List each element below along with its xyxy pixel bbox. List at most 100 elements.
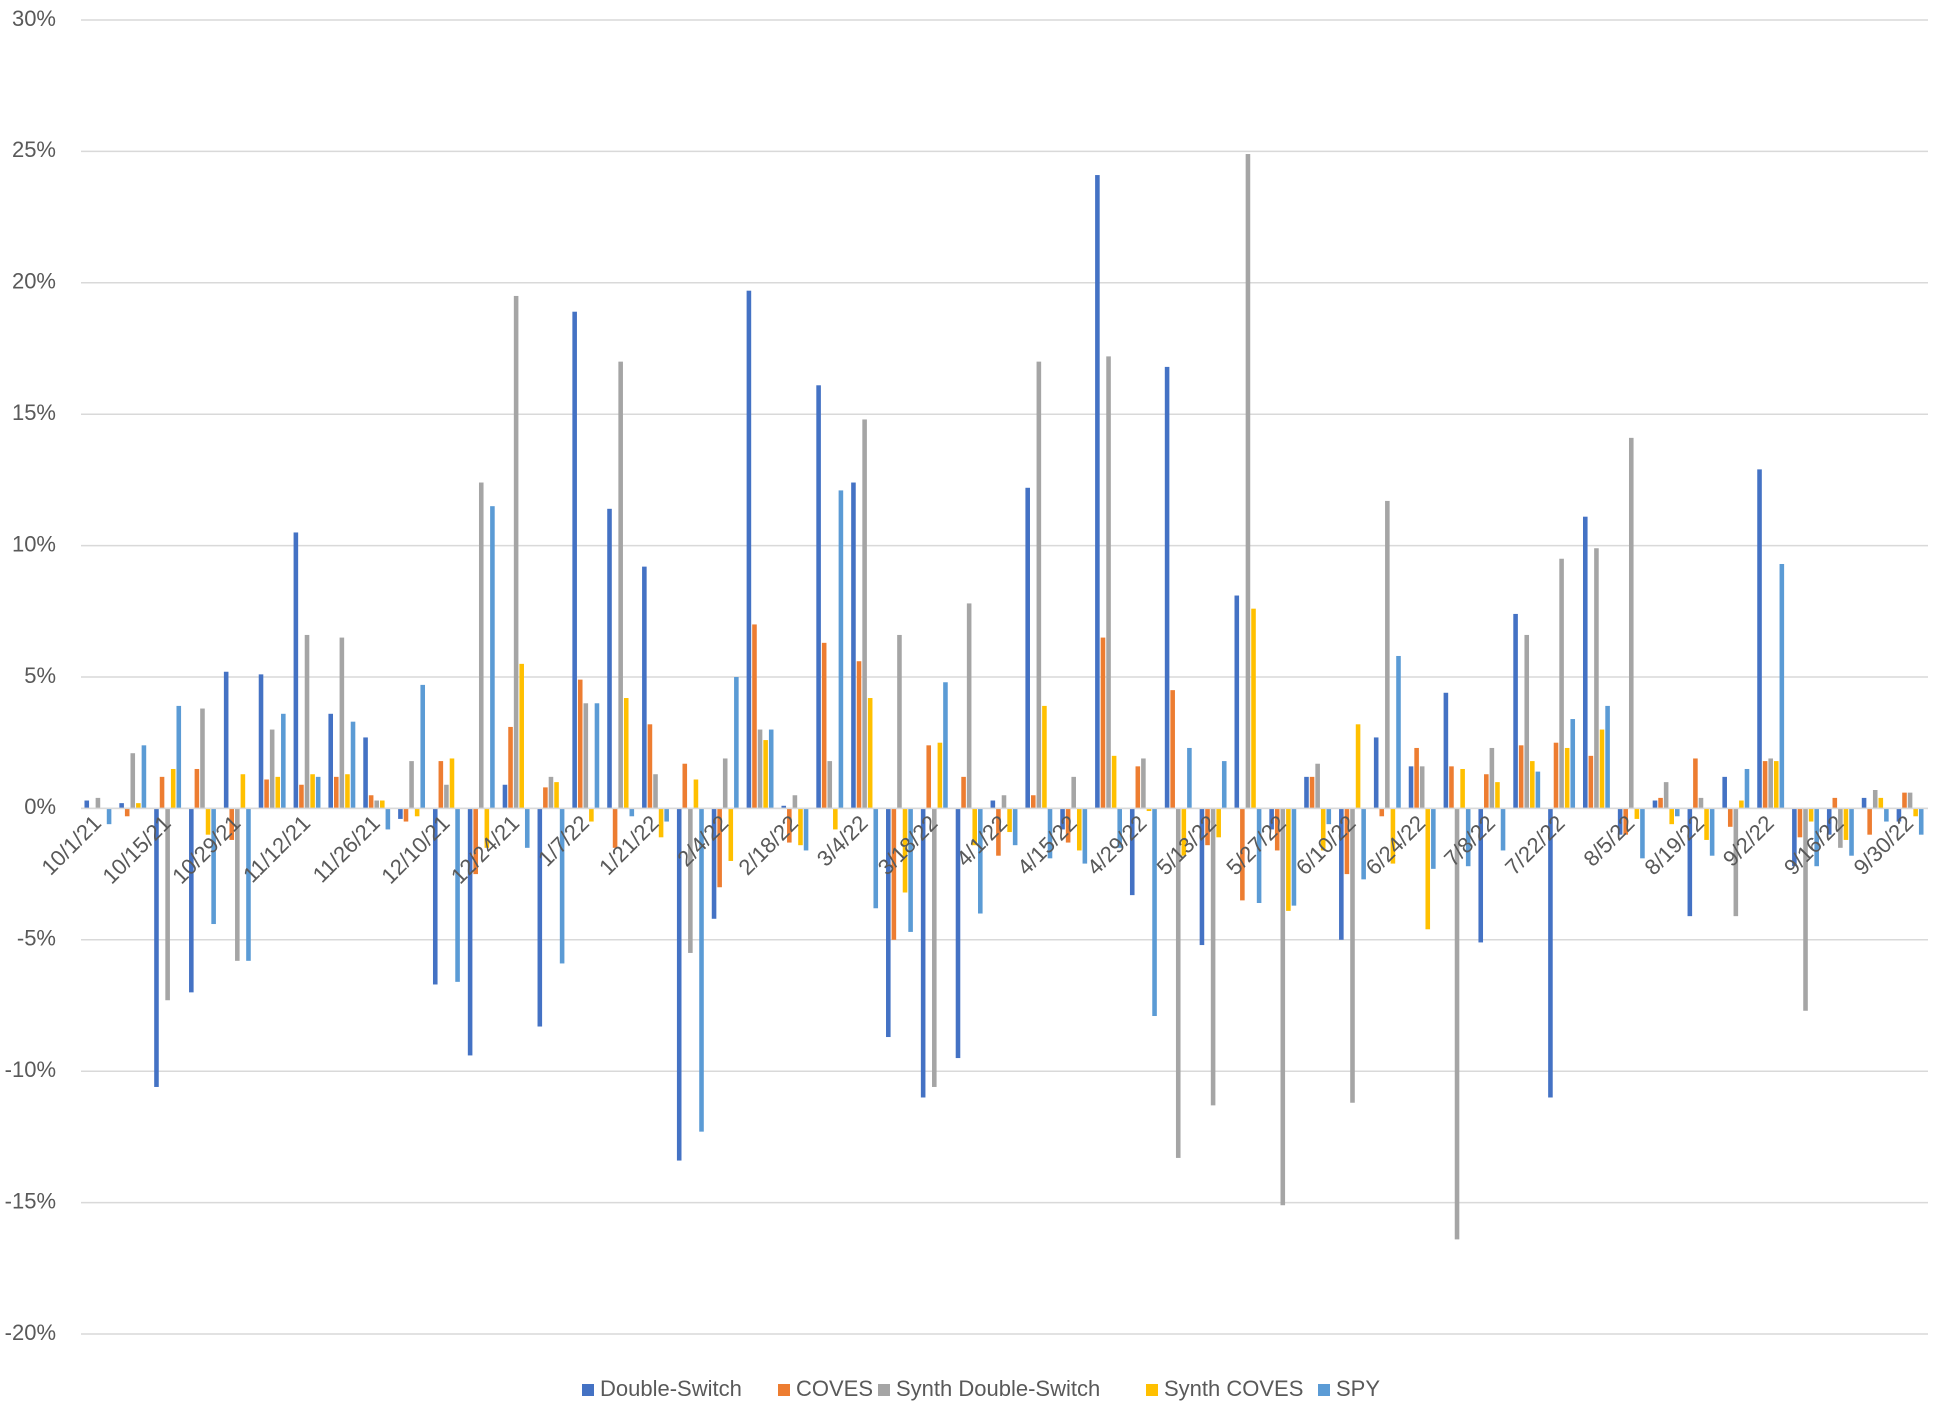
bar (781, 805, 787, 809)
bar (990, 800, 996, 809)
bar (787, 808, 792, 843)
bar (768, 729, 774, 809)
bar (1030, 795, 1036, 809)
x-tick-label: 8/19/22 (1640, 810, 1710, 880)
bar (1443, 692, 1449, 809)
bar (1500, 808, 1506, 851)
bar (1135, 766, 1141, 809)
bar (1762, 761, 1768, 809)
bar (478, 482, 484, 809)
bar (1663, 782, 1669, 809)
bar (926, 745, 932, 809)
bar (688, 808, 693, 953)
bar (1902, 792, 1907, 809)
x-tick-label: 2/18/22 (733, 810, 803, 880)
bar (374, 800, 380, 809)
bar (1187, 747, 1192, 809)
bar (455, 808, 460, 982)
legend-swatch (778, 1384, 790, 1396)
bar (490, 506, 495, 809)
bar (1001, 795, 1007, 809)
bar (1669, 808, 1674, 825)
bar (1274, 808, 1280, 851)
bar (618, 361, 623, 809)
bar (1884, 808, 1889, 822)
bar (1012, 808, 1018, 846)
bar (1256, 808, 1262, 904)
bar (816, 385, 821, 809)
bar (1280, 808, 1286, 1206)
x-tick-label: 9/16/22 (1779, 810, 1849, 880)
legend-label: SPY (1336, 1376, 1380, 1401)
bar (961, 776, 966, 809)
bar (269, 729, 275, 809)
y-tick-label: 15% (12, 400, 56, 425)
bar (1100, 637, 1106, 809)
bar (1792, 808, 1797, 867)
bar (658, 808, 664, 838)
x-tick-label: 5/13/22 (1152, 810, 1222, 880)
bar (95, 797, 101, 809)
bar (513, 295, 519, 809)
bar (1838, 808, 1843, 848)
bar (1722, 776, 1727, 809)
x-tick-label: 6/10/22 (1291, 810, 1361, 880)
bar (1082, 808, 1088, 864)
bar (932, 808, 937, 1087)
bar (240, 774, 246, 809)
bar (722, 758, 728, 809)
bar (1896, 808, 1902, 822)
bar (223, 671, 229, 809)
x-tick-label: 10/1/21 (36, 810, 106, 880)
bar (1739, 800, 1744, 809)
bar (345, 774, 350, 809)
bar (1210, 808, 1216, 1106)
bar (1878, 797, 1884, 809)
bar (508, 726, 513, 809)
bar (1674, 808, 1680, 817)
bar (1060, 808, 1065, 830)
bar (1658, 797, 1663, 809)
bar (1065, 808, 1071, 843)
y-tick-label: 5% (24, 663, 56, 688)
bar (1588, 755, 1594, 809)
bar (119, 803, 124, 809)
bar (124, 808, 130, 817)
bar (1489, 747, 1495, 809)
bar (1205, 808, 1210, 846)
x-tick-label: 3/18/22 (873, 810, 943, 880)
bar (385, 808, 391, 830)
bar (368, 795, 374, 809)
bar (1454, 808, 1460, 1240)
legend-swatch (878, 1384, 890, 1396)
bar (170, 768, 176, 809)
bar (1704, 808, 1709, 840)
bar (548, 776, 554, 809)
bar (200, 708, 205, 809)
bar (937, 742, 943, 809)
bar (194, 768, 200, 809)
x-tick-label: 8/5/22 (1578, 810, 1639, 871)
bar (955, 808, 961, 1059)
bar (141, 745, 147, 809)
bar (1146, 808, 1152, 812)
bar (432, 808, 438, 985)
bar (1164, 366, 1170, 809)
bar (699, 808, 704, 1132)
bar (897, 634, 902, 809)
legend-label: Synth COVES (1164, 1376, 1303, 1401)
bar (524, 808, 530, 848)
bar (1344, 808, 1350, 875)
bar (299, 784, 304, 809)
bar (1042, 705, 1047, 809)
bar (1872, 790, 1878, 809)
bar (1269, 808, 1274, 830)
bar (1304, 776, 1309, 809)
bar (1698, 797, 1704, 809)
bar (403, 808, 409, 822)
bar (1773, 761, 1779, 809)
bar (1047, 808, 1053, 859)
bar (1582, 516, 1588, 809)
x-tick-label: 3/4/22 (812, 810, 873, 871)
